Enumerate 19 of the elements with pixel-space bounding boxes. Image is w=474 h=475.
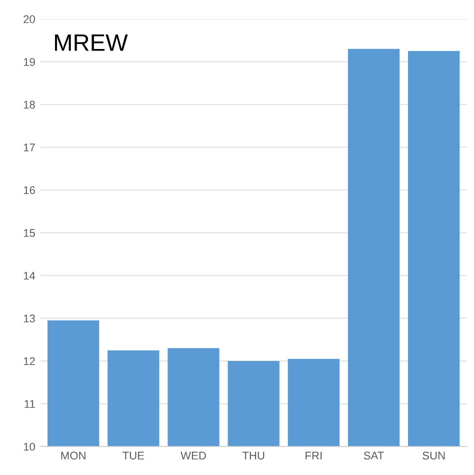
x-tick-label: SUN [422, 452, 445, 460]
x-tick-label: WED [180, 452, 206, 460]
y-tick-label: 10 [24, 442, 35, 451]
x-tick-label: MON [61, 452, 86, 460]
y-tick-label: 18 [24, 100, 35, 109]
y-tick-label: 15 [24, 229, 35, 237]
y-tick-label: 13 [24, 314, 35, 322]
x-tick-label: SAT [364, 452, 384, 460]
y-tick-label: 14 [24, 272, 36, 280]
y-tick-label: 17 [24, 144, 35, 152]
text: MREW [55, 34, 128, 51]
y-tick-label: 11 [24, 400, 35, 408]
x-tick-label: TUE [122, 452, 144, 460]
x-tick-label: FRI [306, 452, 322, 460]
y-tick-label: 19 [24, 58, 35, 66]
y-tick-label: 12 [24, 357, 35, 366]
y-tick-label: 16 [24, 186, 35, 194]
x-tick-label: THU [242, 452, 264, 460]
y-tick-label: 20 [24, 15, 35, 24]
